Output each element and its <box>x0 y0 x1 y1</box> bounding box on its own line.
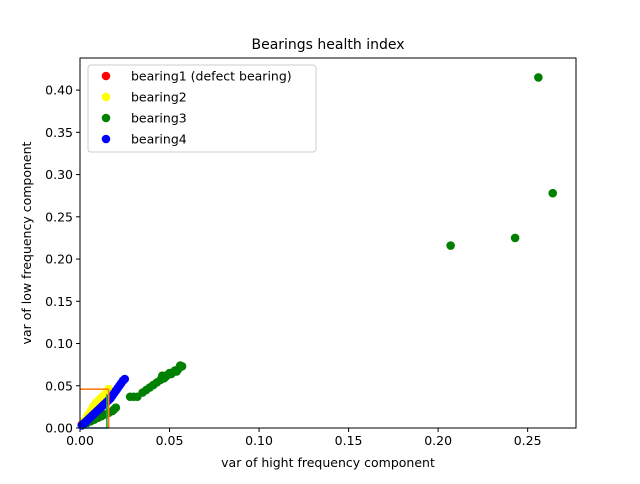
y-axis-label: var of low frequency component <box>19 141 34 344</box>
legend-label: bearing3 <box>131 111 187 126</box>
legend-label: bearing1 (defect bearing) <box>131 69 292 84</box>
bearing4-point <box>120 374 130 384</box>
legend: bearing1 (defect bearing) bearing2 bearing… <box>87 64 317 153</box>
legend-marker <box>101 113 111 123</box>
y-tick-label: 0.20 <box>45 252 73 267</box>
x-tick-label: 0.00 <box>66 433 94 448</box>
axes-frame <box>79 57 577 429</box>
y-tick-label: 0.40 <box>45 83 73 98</box>
legend-label: bearing4 <box>131 132 187 147</box>
legend-marker <box>101 92 111 102</box>
legend-marker <box>101 134 111 144</box>
x-tick-label: 0.20 <box>424 433 452 448</box>
legend-box <box>87 64 317 153</box>
plot-area <box>77 73 558 430</box>
bearing3-point <box>446 241 455 250</box>
y-tick-label: 0.00 <box>45 421 73 436</box>
x-tick-label: 0.05 <box>156 433 184 448</box>
legend-marker <box>101 71 111 81</box>
bearing3-point <box>177 362 187 371</box>
chart-title: Bearings health index <box>251 37 404 53</box>
y-tick-label: 0.25 <box>45 209 73 224</box>
x-axis-label: var of hight frequency component <box>221 455 435 470</box>
y-tick-label: 0.10 <box>45 336 73 351</box>
y-tick-label: 0.05 <box>45 378 73 393</box>
y-tick-label: 0.35 <box>45 125 73 140</box>
bearing3-point <box>534 73 543 82</box>
bearing3-point <box>510 233 520 243</box>
legend-label: bearing2 <box>131 90 187 105</box>
x-tick-label: 0.25 <box>514 433 542 448</box>
y-tick-label: 0.30 <box>45 167 73 182</box>
x-tick-label: 0.15 <box>335 433 363 448</box>
bearing3-point <box>548 188 558 198</box>
x-tick-label: 0.10 <box>245 433 273 448</box>
bearing3-point <box>111 403 121 413</box>
x-axis: 0.00 0.05 0.10 0.15 0.20 0.25 <box>66 428 542 448</box>
y-tick-label: 0.15 <box>45 294 73 309</box>
y-axis: 0.00 0.05 0.10 0.15 0.20 0.25 0.30 0.35 0.40 <box>45 83 80 436</box>
